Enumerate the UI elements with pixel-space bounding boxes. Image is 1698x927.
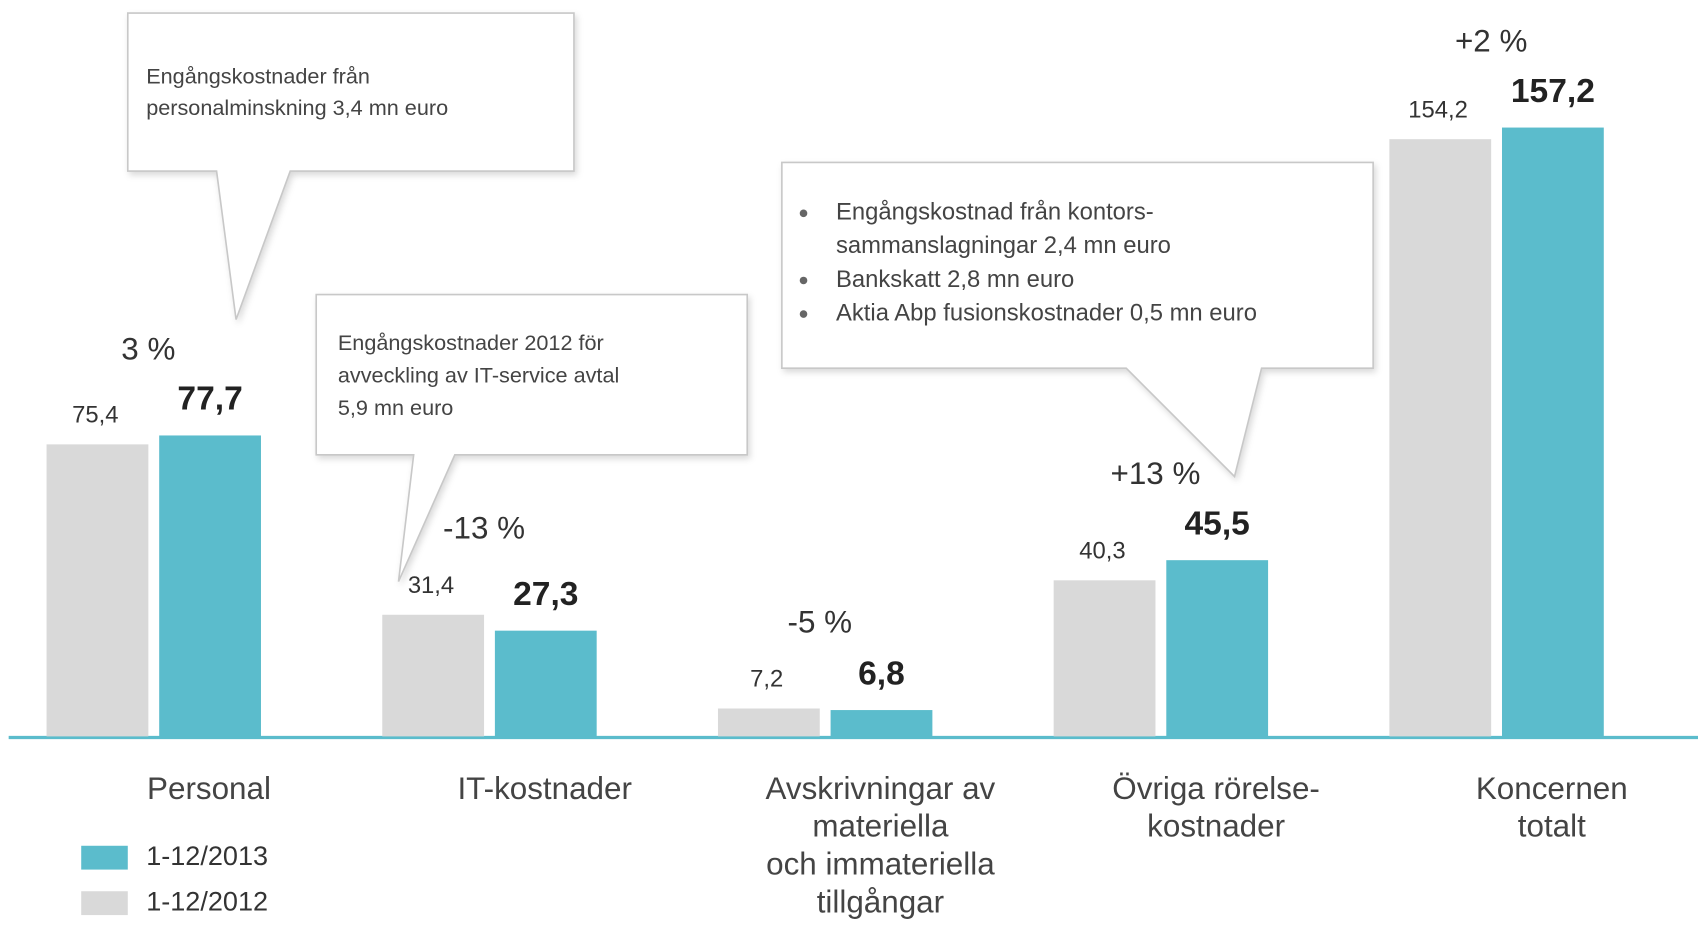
bullet <box>799 209 808 218</box>
callout-text: Engångskostnader 2012 för <box>338 330 604 355</box>
x-tick-label: tillgångar <box>817 885 944 920</box>
value-label: 154,2 <box>1408 96 1468 123</box>
callout-text: Bankskatt 2,8 mn euro <box>836 266 1074 293</box>
value-label: 27,3 <box>513 576 578 613</box>
callout-text: personalminskning 3,4 mn euro <box>146 95 448 120</box>
callout-text: Engångskostnader från <box>146 64 370 89</box>
x-tick-label: Koncernen <box>1476 771 1628 806</box>
value-label: 77,7 <box>177 381 242 418</box>
callout-text: Aktia Abp fusionskostnader 0,5 mn euro <box>836 299 1257 326</box>
legend-label: 1-12/2012 <box>146 885 268 916</box>
x-tick-label: materiella <box>812 809 949 844</box>
x-tick-label: och immateriella <box>766 847 995 882</box>
value-label: 157,2 <box>1511 73 1595 110</box>
value-label: 7,2 <box>750 666 783 693</box>
bar <box>494 630 597 737</box>
change-annotation: 3 % <box>121 331 175 366</box>
callout-box <box>126 12 575 320</box>
value-label: 40,3 <box>1079 537 1125 564</box>
change-annotation: -5 % <box>787 604 852 639</box>
bar <box>830 710 933 737</box>
x-tick-label: Övriga rörelse- <box>1112 771 1320 806</box>
callout-text: avveckling av IT-service avtal <box>338 363 619 388</box>
callout-text: Engångskostnad från kontors- <box>836 199 1154 226</box>
x-tick-label: totalt <box>1518 809 1586 844</box>
change-annotation: +13 % <box>1111 456 1201 491</box>
change-annotation: +2 % <box>1455 23 1527 58</box>
bar <box>717 708 820 737</box>
bullet <box>799 310 808 318</box>
bar <box>1389 139 1492 737</box>
callout-box <box>781 161 1374 479</box>
bar <box>1053 580 1156 737</box>
callout-text: 5,9 mn euro <box>338 395 453 420</box>
bullet <box>799 276 808 285</box>
value-label: 31,4 <box>408 572 454 599</box>
bar <box>159 435 261 737</box>
callout-text: sammanslagningar 2,4 mn euro <box>836 232 1171 259</box>
bar <box>1166 560 1269 737</box>
x-tick-label: IT-kostnader <box>457 771 631 806</box>
bar <box>382 614 485 737</box>
bar <box>46 444 149 737</box>
legend-swatch <box>81 891 128 916</box>
change-annotation: -13 % <box>443 511 525 546</box>
x-tick-label: Personal <box>147 771 271 806</box>
legend-swatch <box>81 845 128 870</box>
bar <box>1501 127 1604 737</box>
value-label: 6,8 <box>858 655 905 692</box>
legend-label: 1-12/2013 <box>146 840 268 871</box>
x-tick-label: kostnader <box>1147 809 1285 844</box>
value-label: 45,5 <box>1185 505 1250 542</box>
callout-box <box>315 293 749 582</box>
x-tick-label: Avskrivningar av <box>766 771 996 806</box>
value-label: 75,4 <box>72 402 118 429</box>
